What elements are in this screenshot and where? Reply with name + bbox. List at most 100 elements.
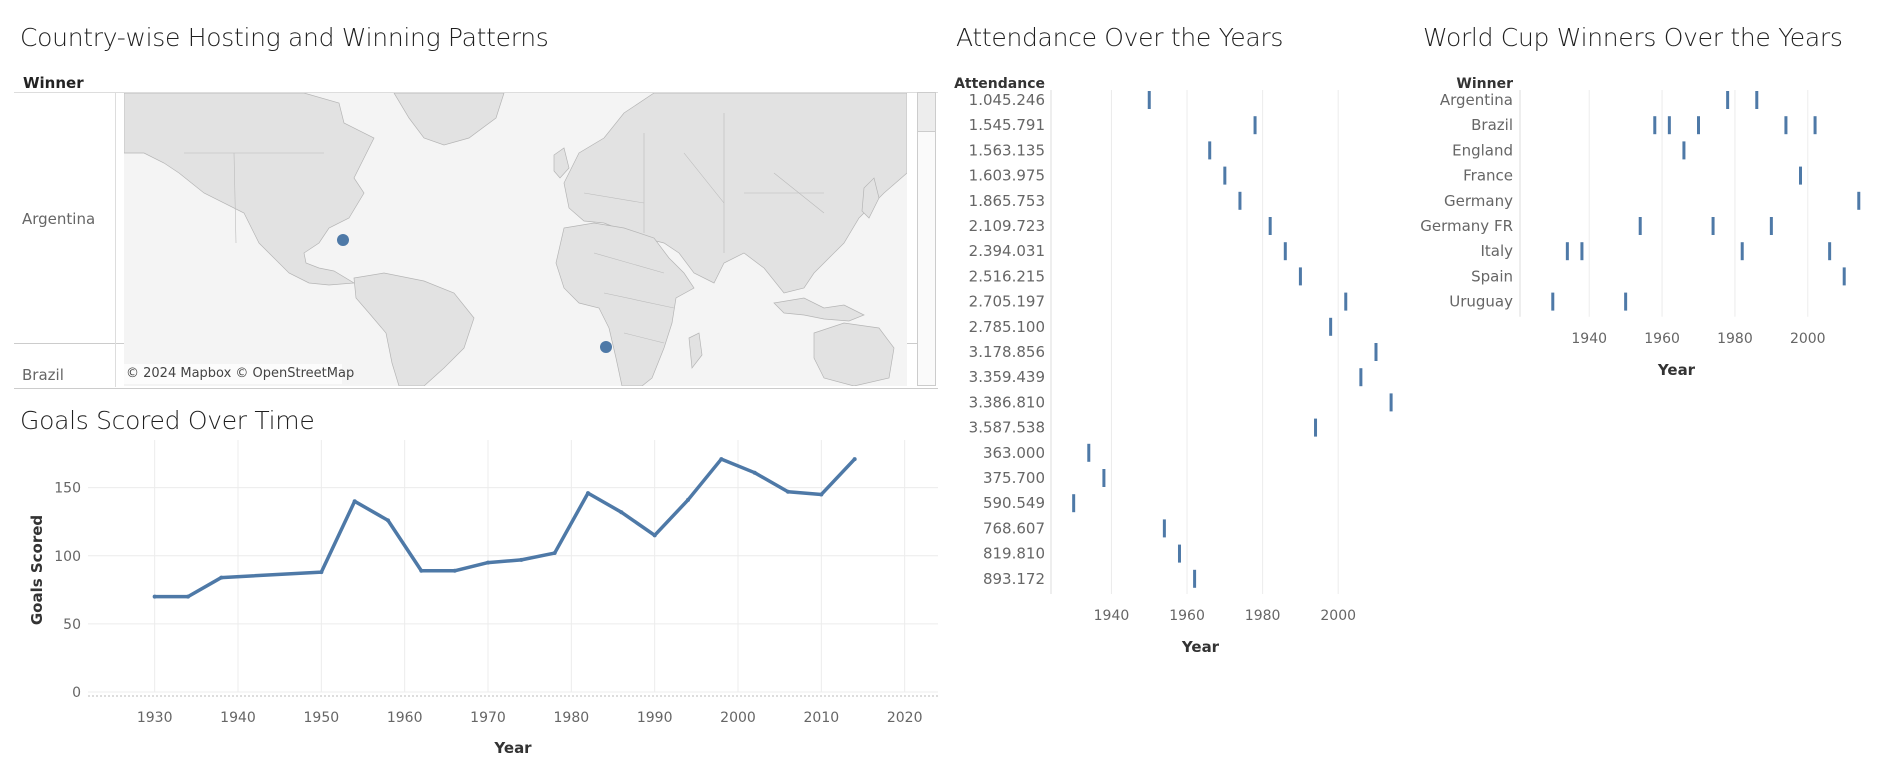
winners-mark [1682, 141, 1686, 160]
attendance-row-label: 1.865.753 [969, 192, 1045, 210]
attendance-row-label: 590.549 [983, 494, 1045, 512]
goals-data-point [752, 470, 757, 475]
attendance-mark [1238, 191, 1242, 210]
winners-x-tick-label: 1960 [1644, 331, 1680, 347]
goals-data-point [319, 570, 324, 575]
goals-data-point [352, 499, 357, 504]
goals-y-tick-label: 50 [63, 617, 81, 633]
map-borders [184, 113, 825, 344]
winners-mark [1565, 242, 1569, 261]
map-landmass [124, 93, 907, 386]
winners-x-axis-label: Year [1657, 361, 1696, 379]
attendance-row-label: 3.359.439 [969, 368, 1045, 386]
winners-mark [1551, 292, 1555, 311]
map-attribution-box [124, 364, 342, 384]
attendance-x-tick-label: 2000 [1320, 608, 1356, 624]
winners-mark [1784, 116, 1788, 135]
attendance-x-tick-label: 1980 [1245, 608, 1281, 624]
attendance-mark [1298, 267, 1302, 286]
goals-x-tick-label: 1970 [470, 710, 506, 726]
winners-mark [1769, 217, 1773, 235]
winners-mark [1857, 191, 1861, 210]
map-column-header: Winner [23, 74, 84, 92]
winners-mark [1624, 292, 1628, 311]
winners-row-label: France [1463, 167, 1513, 185]
attendance-row-label: 819.810 [983, 545, 1045, 563]
uk [553, 147, 570, 179]
attendance-mark [1374, 343, 1378, 361]
attendance-row-label: 2.705.197 [969, 293, 1045, 311]
goals-data-point [452, 568, 457, 573]
winners-mark [1580, 242, 1584, 261]
goals-x-tick-label: 1940 [220, 710, 256, 726]
goals-x-tick-label: 1980 [554, 710, 590, 726]
attendance-row-label: 768.607 [983, 519, 1045, 537]
winners-row-label: Spain [1471, 267, 1513, 285]
madagascar [688, 332, 703, 369]
goals-data-point [719, 457, 724, 462]
goals-x-tick-label: 1960 [387, 710, 423, 726]
map-row-label-brazil: Brazil [22, 366, 64, 384]
goals-data-point [786, 489, 790, 494]
world-map[interactable] [124, 93, 907, 386]
attendance-row-label: 2.516.215 [969, 267, 1045, 285]
attendance-mark [1268, 217, 1272, 235]
goals-data-point [219, 575, 224, 580]
attendance-row-label: 893.172 [983, 570, 1045, 588]
goals-chart-title: Goals Scored Over Time [20, 406, 315, 435]
goals-data-point [852, 457, 857, 462]
winners-row-label: Germany FR [1420, 217, 1513, 235]
southeast-asia-islands [773, 297, 865, 322]
winners-x-tick-label: 2000 [1790, 331, 1826, 347]
map-mark-argentina-host[interactable] [337, 234, 349, 246]
winners-mark [1726, 91, 1730, 109]
map-scrollbar-thumb[interactable] [918, 93, 935, 132]
japan [861, 177, 880, 219]
winners-mark [1740, 242, 1744, 261]
goals-x-tick-label: 2000 [720, 710, 756, 726]
goals-data-point [586, 491, 590, 496]
attendance-mark [1314, 418, 1318, 437]
winners-x-tick-label: 1940 [1571, 331, 1607, 347]
winners-mark [1667, 116, 1671, 135]
attendance-row-label: 375.700 [983, 469, 1045, 487]
attendance-chart: Attendance 1940 1960 1980 2000 1.045.246 1.545… [954, 76, 1393, 656]
attendance-row-label: 3.178.856 [969, 343, 1045, 361]
map-scrollbar[interactable] [917, 92, 936, 386]
australia [813, 322, 895, 386]
winners-mark [1799, 166, 1802, 185]
winners-row-label: England [1452, 141, 1513, 159]
attendance-row-label: 2.394.031 [969, 242, 1045, 260]
goals-data-point [386, 518, 390, 523]
attendance-mark [1208, 141, 1212, 160]
attendance-row-label: 2.785.100 [969, 318, 1045, 336]
winners-mark [1697, 116, 1700, 135]
attendance-mark [1389, 393, 1393, 412]
attendance-mark [1344, 292, 1348, 311]
goals-data-point [686, 497, 690, 502]
winners-mark [1842, 267, 1846, 286]
winners-mark [1711, 217, 1715, 235]
goals-data-point [519, 557, 524, 562]
goals-data-point [152, 594, 157, 599]
goals-data-point [186, 594, 190, 599]
winners-row-label: Italy [1480, 242, 1513, 260]
winners-mark [1755, 91, 1759, 109]
attendance-row-label: 3.587.538 [969, 419, 1045, 437]
winners-row-header: Winner [1456, 76, 1513, 92]
goals-y-axis-label: Goals Scored [28, 515, 46, 625]
map-mark-brazil-host[interactable] [600, 341, 612, 353]
goals-data-point [552, 551, 557, 556]
attendance-mark [1087, 443, 1091, 462]
attendance-mark [1283, 242, 1287, 261]
winners-mark [1638, 217, 1642, 235]
goals-y-tick-label: 150 [54, 481, 81, 497]
goals-chart: 1930 1940 1950 1960 1970 1980 1990 2000 2010 2020… [28, 440, 938, 757]
goals-data-point [819, 492, 824, 497]
goals-x-tick-label: 1990 [637, 710, 673, 726]
goals-x-tick-label: 2020 [887, 710, 923, 726]
attendance-mark [1359, 368, 1363, 387]
attendance-mark [1177, 544, 1181, 563]
attendance-mark [1147, 91, 1151, 109]
winners-row-label: Uruguay [1449, 293, 1513, 311]
